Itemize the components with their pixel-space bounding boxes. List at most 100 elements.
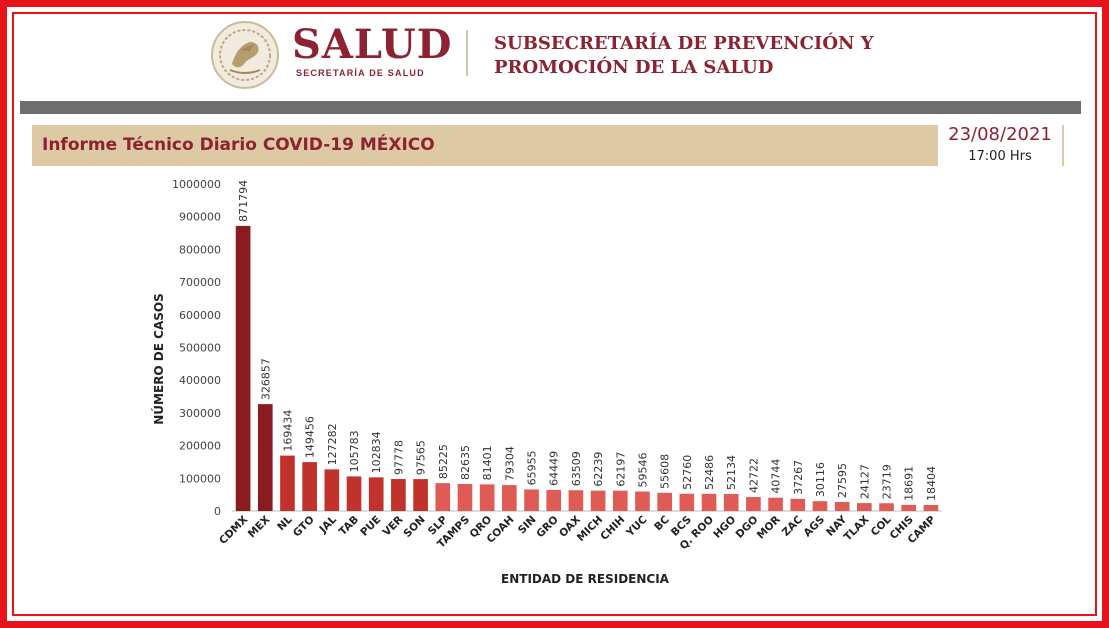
value-label: 23719 [881, 464, 894, 499]
x-tick-label: CDMX [217, 514, 250, 547]
x-tick-label: SON [401, 514, 427, 540]
value-label: 81401 [481, 445, 494, 480]
bar-pue [368, 477, 384, 511]
x-tick-label: VER [381, 514, 406, 539]
mexico-seal-icon [211, 21, 279, 89]
bar-ags [812, 501, 828, 511]
value-label: 59546 [636, 453, 649, 488]
report-time: 17:00 Hrs [968, 149, 1032, 164]
bar-slp [435, 483, 451, 511]
bar-jal [324, 469, 340, 511]
value-label: 37267 [792, 460, 805, 495]
y-tick-label: 300000 [179, 407, 221, 420]
value-label: 27595 [836, 463, 849, 498]
bar-gto [302, 462, 317, 511]
x-tick-label: PUE [358, 514, 383, 539]
x-tick-label: GRO [534, 514, 561, 541]
subsecretaria-line-1: SUBSECRETARÍA DE PREVENCIÓN Y [494, 33, 874, 54]
value-label: 63509 [570, 451, 583, 486]
x-tick-label: YUC [624, 513, 650, 539]
value-label: 97778 [392, 440, 405, 475]
y-tick-label: 100000 [179, 472, 221, 485]
value-label: 62239 [592, 452, 605, 487]
bars [235, 225, 939, 512]
agency-title: SALUD [292, 21, 453, 68]
bar-mor [768, 497, 783, 511]
value-label: 18404 [925, 466, 938, 501]
bar-cdmx [235, 225, 251, 512]
value-label: 65955 [526, 450, 539, 485]
x-tick-label: TAB [337, 514, 361, 538]
value-label: 40744 [770, 459, 783, 494]
bar-camp [923, 504, 939, 511]
bar-dgo [746, 497, 761, 511]
value-label: 169434 [281, 410, 294, 452]
value-label: 102834 [370, 431, 383, 473]
value-label: 82635 [459, 445, 472, 480]
subsecretaria-title: SUBSECRETARÍA DE PREVENCIÓN Y PROMOCIÓN … [494, 32, 874, 80]
bar-tab [346, 476, 362, 511]
x-tick-label: AGS [801, 514, 827, 540]
bar-mex [257, 404, 273, 511]
value-label: 127282 [326, 423, 339, 465]
x-axis-title: ENTIDAD DE RESIDENCIA [501, 572, 670, 586]
value-label: 64449 [548, 451, 561, 486]
value-label: 52134 [725, 455, 738, 490]
bar-hgo [723, 493, 739, 511]
agency-subtitle: SECRETARÍA DE SALUD [296, 68, 425, 78]
subsecretaria-line-2: PROMOCIÓN DE LA SALUD [494, 57, 774, 78]
value-label: 97565 [415, 440, 428, 475]
value-label: 52760 [681, 455, 694, 490]
y-tick-label: 1000000 [172, 178, 221, 191]
x-tick-label: GTO [291, 514, 317, 540]
bar-chih [612, 490, 628, 511]
x-tick-label: MICH [575, 514, 605, 544]
report-title-band [32, 125, 1064, 166]
bar-zac [790, 498, 806, 511]
bar-mich [590, 490, 606, 511]
y-tick-label: 500000 [179, 342, 221, 355]
red-inner-frame [12, 12, 1097, 616]
value-label: 105783 [348, 430, 361, 472]
bar-bcs [679, 493, 695, 511]
x-tick-label: HGO [711, 514, 738, 541]
value-label: 79304 [503, 446, 516, 481]
header: SALUD SECRETARÍA DE SALUD SUBSECRETARÍA … [0, 0, 1109, 100]
bar-qro [479, 484, 495, 511]
y-tick-label: 200000 [179, 440, 221, 453]
x-tick-label: MOR [755, 514, 783, 542]
y-tick-label: 900000 [179, 211, 221, 224]
bar-bc [657, 492, 672, 511]
value-labels: 871794 326857 169434 149456 127282 105783 1028… [237, 180, 938, 501]
header-divider [466, 30, 468, 76]
x-tick-label: DGO [733, 514, 760, 541]
bar-chis [901, 504, 917, 511]
bar-nay [834, 501, 850, 511]
bar-ver [391, 479, 406, 511]
value-label: 326857 [259, 358, 272, 400]
value-label: 18691 [903, 466, 916, 501]
value-label: 52486 [703, 455, 716, 490]
value-label: 30116 [814, 462, 827, 497]
bar-yuc [635, 491, 650, 511]
bar-oax [568, 490, 584, 511]
y-tick-label: 700000 [179, 276, 221, 289]
value-label: 42722 [747, 458, 760, 493]
bar-q-roo [701, 493, 717, 511]
report-title: Informe Técnico Diario COVID-19 MÉXICO [42, 135, 435, 155]
x-tick-label: CHIH [598, 514, 627, 543]
x-tick-label: JAL [317, 513, 340, 536]
y-axis-ticks: 0 100000 200000 300000 400000 500000 600000 700… [172, 178, 221, 518]
bar-tlax [857, 503, 872, 511]
bar-son [413, 479, 428, 511]
y-tick-label: 800000 [179, 243, 221, 256]
value-label: 85225 [437, 444, 450, 479]
y-axis-title: NÚMERO DE CASOS [151, 293, 166, 424]
y-tick-label: 0 [214, 505, 221, 518]
x-tick-label: ZAC [780, 513, 805, 538]
value-label: 24127 [858, 464, 871, 499]
bar-col [879, 503, 894, 511]
bar-gro [546, 489, 562, 511]
